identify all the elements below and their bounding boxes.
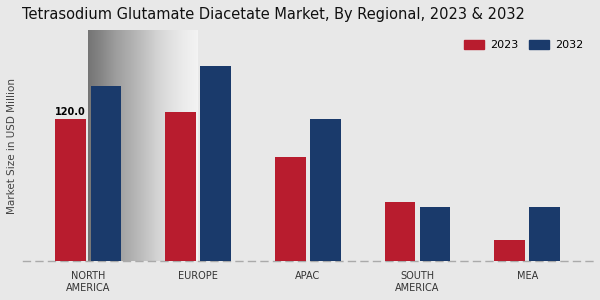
Bar [165, 112, 196, 261]
Legend: 2023, 2032: 2023, 2032 [460, 36, 587, 55]
Y-axis label: Market Size in USD Million: Market Size in USD Million [7, 77, 17, 214]
Bar [419, 207, 451, 261]
Text: Tetrasodium Glutamate Diacetate Market, By Regional, 2023 & 2032: Tetrasodium Glutamate Diacetate Market, … [23, 7, 526, 22]
Bar [494, 240, 525, 261]
Text: 120.0: 120.0 [55, 107, 86, 117]
Bar [91, 86, 121, 261]
Bar [275, 157, 305, 261]
Bar [385, 202, 415, 261]
Bar [55, 119, 86, 261]
Bar [310, 119, 341, 261]
Bar [529, 207, 560, 261]
Bar [200, 66, 231, 261]
